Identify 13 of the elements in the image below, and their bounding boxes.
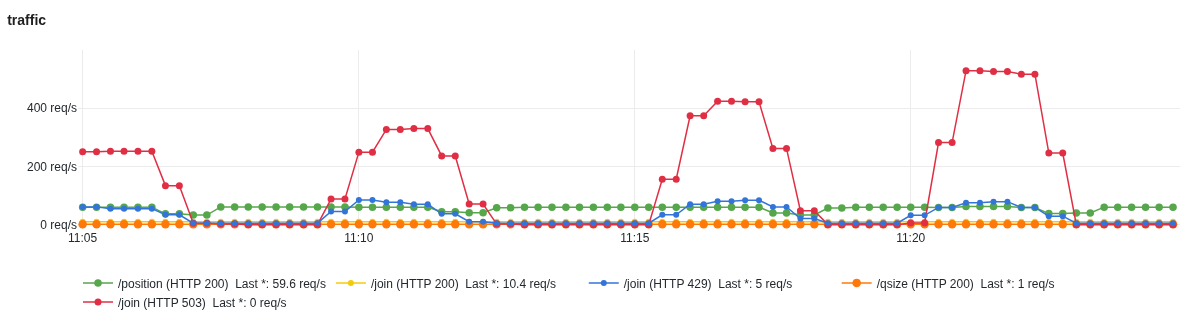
chart-title: traffic xyxy=(7,11,47,28)
y-tick-label: 400 req/s xyxy=(26,101,77,116)
legend-label: /qsize (HTTP 200) Last *: 1 req/s xyxy=(876,276,1055,291)
y-tick-label: 200 req/s xyxy=(26,159,77,174)
x-tick-label: 11:15 xyxy=(620,231,650,245)
legend-label: /join (HTTP 200) Last *: 10.4 req/s xyxy=(370,276,557,291)
x-tick-label: 11:10 xyxy=(344,231,374,245)
x-tick-label: 11:20 xyxy=(896,231,926,245)
x-tick-label: 11:05 xyxy=(68,231,98,245)
legend-label: /position (HTTP 200) Last *: 59.6 req/s xyxy=(118,276,326,291)
y-tick-label: 0 req/s xyxy=(40,217,77,232)
legend-label: /join (HTTP 429) Last *: 5 req/s xyxy=(623,276,793,291)
legend-label: /join (HTTP 503) Last *: 0 req/s xyxy=(118,295,287,310)
